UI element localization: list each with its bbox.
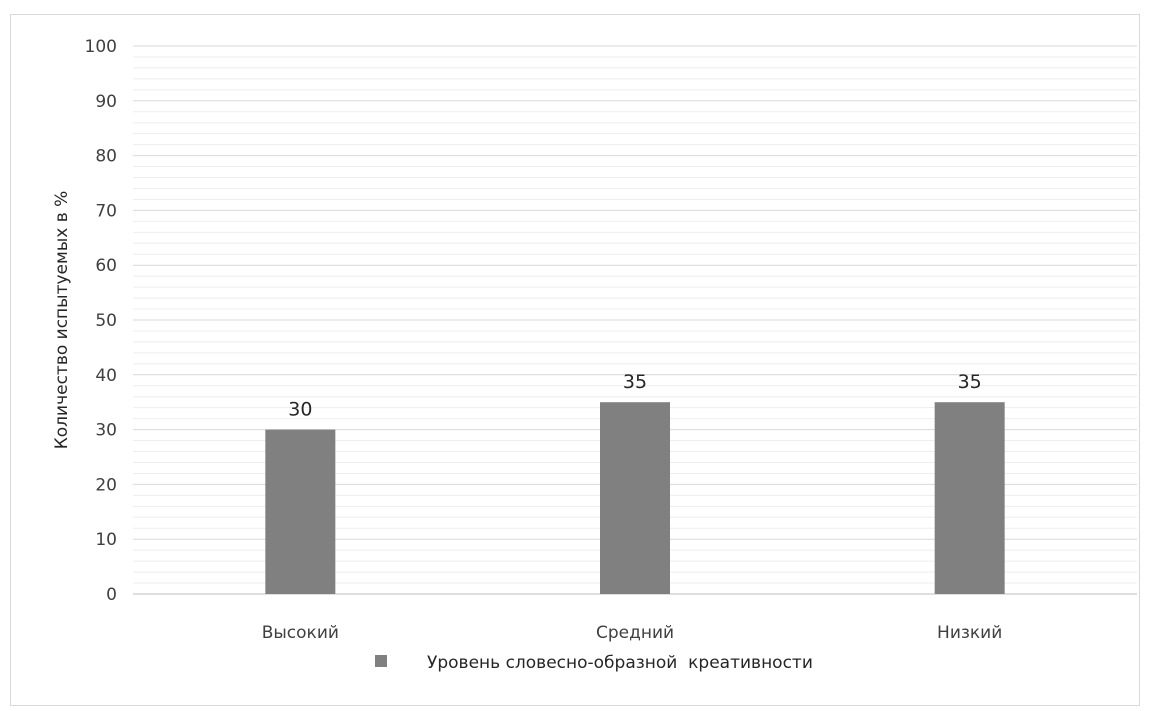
y-axis-ticks: 0 10 20 30 40 50 60 70 80 90 100: [85, 37, 117, 605]
x-axis-categories: Высокий Средний Низкий: [262, 623, 1003, 643]
data-labels: 30 35 35: [288, 371, 982, 420]
y-tick-label: 80: [95, 147, 117, 167]
y-tick-label: 50: [95, 311, 117, 331]
legend-swatch: [375, 655, 387, 667]
y-tick-label: 40: [95, 366, 117, 386]
y-tick-label: 60: [95, 256, 117, 276]
y-tick-label: 0: [106, 585, 117, 605]
y-tick-label: 100: [85, 37, 117, 57]
data-label: 35: [623, 371, 647, 393]
legend-label: Уровень словесно-образной креативности: [427, 653, 813, 673]
x-category-label: Средний: [596, 623, 674, 643]
y-tick-label: 70: [95, 201, 117, 221]
bar: [934, 402, 1005, 594]
x-category-label: Высокий: [262, 623, 339, 643]
x-category-label: Низкий: [937, 623, 1002, 643]
y-tick-label: 30: [95, 421, 117, 441]
bars: [265, 402, 1005, 594]
bar: [600, 402, 670, 594]
y-tick-label: 10: [95, 530, 117, 550]
data-label: 35: [958, 371, 982, 393]
data-label: 30: [288, 399, 312, 421]
y-tick-label: 20: [95, 475, 117, 495]
y-axis-title: Количество испытуемых в %: [52, 191, 72, 450]
y-tick-label: 90: [95, 92, 117, 112]
legend: Уровень словесно-образной креативности: [375, 653, 813, 673]
bar: [265, 429, 336, 594]
